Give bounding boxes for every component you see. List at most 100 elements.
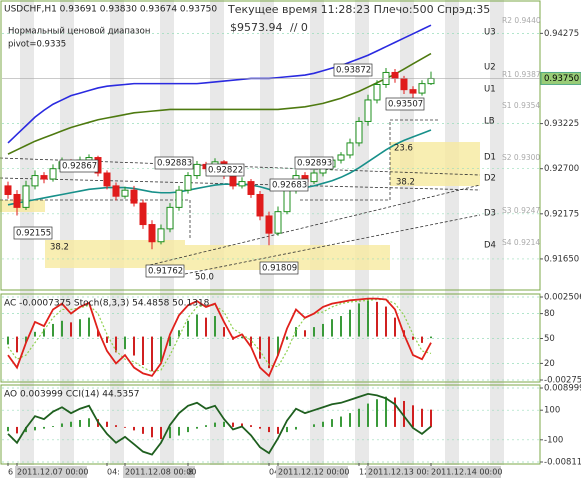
annotation: S2 0.9300	[502, 153, 540, 162]
annotation: 50.0	[195, 273, 214, 283]
annotation: U2	[484, 63, 496, 73]
candle-body	[274, 211, 282, 234]
price-label-box	[145, 264, 185, 278]
candle-body	[229, 175, 237, 187]
annotation: 0.92867	[62, 162, 97, 172]
time-label-box	[276, 466, 348, 478]
candle-body	[427, 77, 435, 85]
annotation: S4 0.9214	[502, 238, 540, 247]
y-tick-label: 80	[544, 309, 555, 319]
price-label-box	[294, 156, 334, 170]
candle-body	[391, 71, 399, 79]
candle-body	[184, 175, 192, 191]
annotation: Текущее время 11:28:23 Плечо:500 Спрэд:3…	[227, 3, 490, 16]
x-tick-label: 04:	[107, 468, 120, 477]
x-tick-label: 2011.12.12 00:00	[278, 468, 349, 477]
y-tick-label: 0.008999	[544, 384, 581, 394]
indicator-line	[7, 392, 432, 456]
candle-body	[148, 224, 156, 243]
annotation: LB	[484, 117, 495, 127]
price-label-box	[385, 97, 425, 111]
candle-body	[22, 185, 30, 208]
indicator-line	[7, 297, 432, 378]
y-tick-label: -100	[544, 435, 563, 445]
annotation: 0.93507	[388, 100, 423, 110]
annotation: 0.92155	[16, 229, 51, 239]
time-label-box	[429, 466, 501, 478]
x-tick-label: 12	[359, 468, 369, 477]
annotation: R2 0.9440	[502, 16, 541, 25]
candle-body	[364, 99, 372, 122]
annotation: 23.6	[394, 144, 413, 154]
candle-body	[4, 185, 12, 195]
current-price-box	[540, 71, 581, 85]
price-label-box	[333, 63, 373, 77]
annotation: 0.92822	[208, 166, 243, 176]
candle-body	[40, 175, 48, 180]
annotation: 0.93872	[336, 66, 371, 76]
annotation: pivot=0.9335	[8, 40, 66, 50]
candle-body	[112, 185, 120, 197]
annotation: 0.91809	[262, 264, 297, 274]
candle-body	[400, 77, 408, 91]
candle-body	[247, 181, 255, 195]
annotation: D1	[484, 153, 496, 163]
annotation: Нормальный ценовой диапазон	[8, 27, 150, 37]
annotation: 0.92893	[297, 159, 332, 169]
x-tick-label: 2011.12.08 00:00	[125, 468, 196, 477]
y-tick-label: 0.93225	[544, 119, 579, 129]
candle-body	[31, 175, 39, 187]
candle-body	[337, 154, 345, 161]
annotation: U1	[484, 85, 496, 95]
overlay-line	[7, 24, 432, 144]
y-tick-label: 0.002506	[544, 293, 581, 303]
annotation: 38.2	[50, 243, 69, 253]
session-stripes	[20, 0, 504, 465]
candle-body	[373, 83, 381, 101]
candle-body	[265, 215, 273, 234]
pane-title: AO 0.003999 CCI(14) 44.5357	[4, 390, 140, 400]
annotation: 38.2	[396, 178, 415, 188]
price-label-box	[154, 156, 194, 170]
y-tick-label: -0.00275	[544, 376, 581, 386]
candle-body	[310, 172, 318, 183]
x-tick-label: 2011.12.13 00:00	[368, 468, 439, 477]
candle-body	[130, 189, 138, 204]
candle-body	[409, 89, 417, 94]
annotation: 0.92883	[157, 159, 192, 169]
y-tick-label: -0.00811	[544, 458, 581, 468]
annotation: D4	[484, 241, 496, 251]
price-label-box	[269, 178, 309, 192]
candle-body	[418, 83, 426, 94]
annotation: 0.92683	[272, 181, 307, 191]
y-tick-label: 0.92700	[544, 164, 579, 174]
y-tick-label: 100	[544, 406, 560, 416]
annotation: R1 0.9387	[502, 70, 541, 79]
x-tick-label: 8	[188, 468, 193, 477]
time-label-box	[123, 466, 195, 478]
annotation: D3	[484, 209, 496, 219]
price-label-box	[259, 261, 299, 275]
candle-body	[139, 202, 147, 226]
current-price-label: 0.93750	[544, 74, 579, 84]
x-tick-label: 2011.12.14 00:00	[431, 468, 502, 477]
annotation: // 0	[290, 21, 308, 34]
x-tick-label: 6	[8, 468, 13, 477]
annotation: D2	[484, 174, 496, 184]
y-tick-label: 0.91650	[544, 254, 579, 264]
candle-body	[103, 172, 111, 187]
price-label-box	[13, 226, 53, 240]
overlay-line	[7, 52, 432, 155]
chart-title: USDCHF,H1 0.93691 0.93830 0.93674 0.9375…	[4, 5, 217, 15]
annotation: $9573.94	[230, 21, 283, 34]
candle-body	[13, 193, 21, 208]
pane-title: AC -0.0007375 Stoch(8,3,3) 54.4858 50.13…	[4, 299, 210, 309]
candle-body	[256, 193, 264, 217]
annotation: U3	[484, 28, 496, 38]
candle-body	[283, 189, 291, 213]
candle-body	[355, 120, 363, 144]
candle-body	[157, 228, 165, 243]
candle-body	[193, 163, 201, 177]
